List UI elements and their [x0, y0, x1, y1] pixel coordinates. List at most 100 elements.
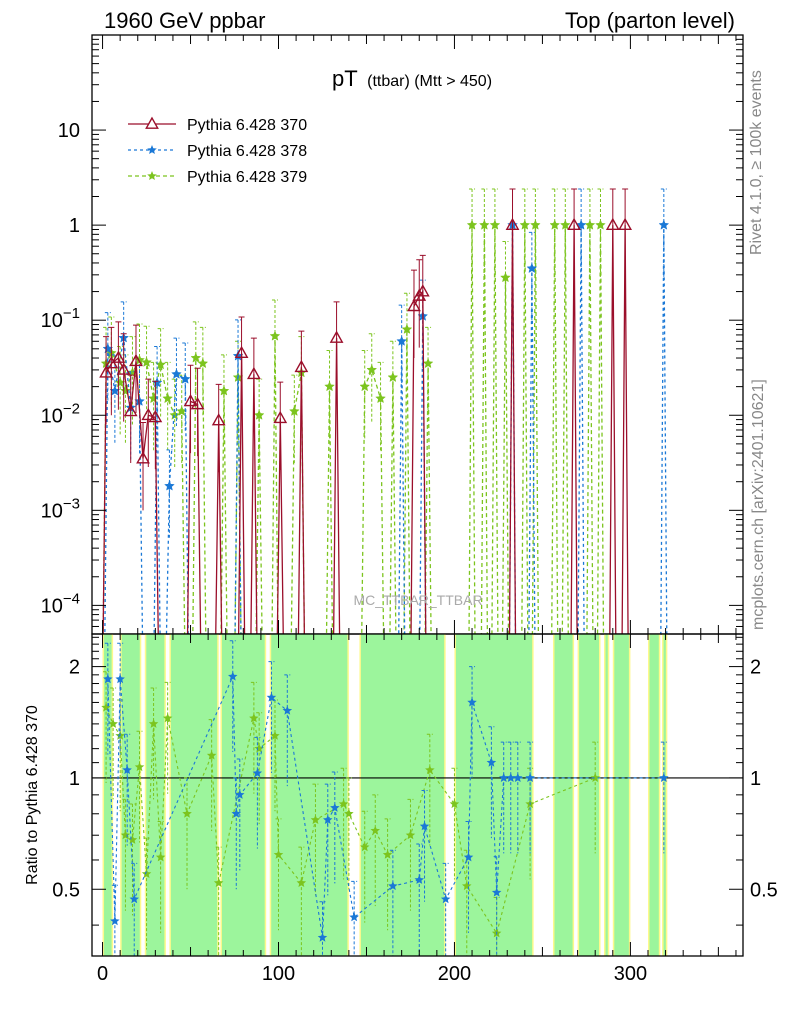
ratio-series-0-errorbar-6: [233, 777, 240, 890]
main-y-tick-label-0: 10−4: [41, 590, 80, 617]
legend-marker-2: [147, 171, 157, 180]
series-0-point-11: [211, 413, 226, 426]
ratio-series-1-point-10: [182, 808, 192, 818]
series-2-point-18: [288, 405, 300, 416]
ratio-series-0-point-6: [231, 808, 241, 818]
main-y-tick-label-4: 1: [69, 215, 80, 237]
ratio-series-1-errorbar-8: [157, 820, 164, 933]
series-0-errorbar-9: [187, 364, 194, 454]
ratio-series-1-errorbar-20: [345, 777, 352, 890]
ratio-series-0-point-10: [282, 705, 293, 715]
ratio-series-1-errorbar-30: [592, 741, 599, 854]
ratio-series-0-point-25: [513, 772, 523, 782]
series-2-errorbar-34: [562, 188, 569, 277]
ratio-series-1-point-8: [155, 852, 166, 862]
ratio-series-0-point-21: [486, 757, 497, 767]
series-0-errorbar-18: [416, 259, 423, 348]
series-2-point-6: [141, 356, 152, 367]
main-series-layer: [99, 188, 670, 634]
ratio-series-0-point-16: [414, 874, 424, 884]
series-2-errorbar-0: [103, 326, 110, 416]
ratio-series-0-point-11: [317, 932, 328, 942]
ratio-band-green-11: [614, 634, 629, 956]
series-2-errorbar-26: [425, 326, 432, 416]
legend-item-2: Pythia 6.428 379: [128, 169, 307, 186]
ratio-band-green-8: [554, 634, 573, 956]
series-2-errorbar-6: [143, 325, 150, 415]
ratio-series-0-errorbar-25: [514, 741, 521, 854]
series-0-point-14: [273, 410, 288, 424]
series-0-point-19: [415, 284, 430, 297]
series-1-point-13: [526, 262, 538, 274]
ratio-series-1-point-17: [296, 878, 307, 887]
series-2-errorbar-9: [164, 361, 171, 451]
ratio-series-0-point-19: [463, 852, 474, 862]
ratio-series-1-point-5: [134, 762, 145, 772]
ratio-series-1-point-13: [249, 713, 259, 723]
series-0-point-21: [567, 217, 581, 231]
series-0-errorbar-5: [132, 324, 139, 413]
ratio-series-1-point-26: [449, 799, 460, 809]
series-2-point-29: [489, 219, 501, 230]
ratio-series-1-point-4: [127, 834, 138, 844]
ratio-series-0-errorbar-3: [124, 733, 131, 846]
ratio-series-0-errorbar-26: [527, 741, 534, 854]
series-0-errorbar-21: [571, 188, 578, 277]
legend-label-1: Pythia 6.428 378: [187, 143, 307, 160]
ratio-series-1-errorbar-26: [451, 767, 458, 880]
main-y-tick-label-3: 10−1: [41, 305, 80, 332]
ratio-series-1-errorbar-19: [340, 767, 347, 880]
series-1-point-6: [164, 480, 175, 491]
ratio-series-0-errorbar-15: [389, 849, 396, 956]
series-2-point-30: [500, 272, 511, 283]
series-1-errorbar-10: [398, 304, 405, 394]
series-0-point-23: [618, 217, 633, 231]
legend-marker-1: [147, 145, 157, 154]
main-axes: 10−4 10−3 10−2 10−1 1 10: [41, 34, 744, 635]
series-2-errorbar-11: [178, 374, 185, 464]
series-1-errorbar-6: [166, 449, 173, 538]
ratio-series-1-errorbar-21: [361, 810, 368, 923]
legend-item-0: Pythia 6.428 370: [128, 116, 307, 134]
series-2-errorbar-10: [171, 378, 178, 467]
ratio-series-1-errorbar-25: [426, 733, 433, 846]
ratio-y-tick-label-right-1: 1: [750, 768, 761, 790]
series-2-point-20: [324, 380, 335, 392]
series-0-point-17: [407, 298, 421, 312]
ratio-series-1-point-15: [270, 730, 280, 740]
series-2-point-14: [218, 385, 230, 396]
legend-label-0: Pythia 6.428 370: [187, 117, 307, 134]
series-1-errorbar-9: [235, 319, 242, 408]
series-0-point-2: [111, 350, 126, 363]
main-title: pT (ttbar) (Mtt > 450): [332, 66, 492, 91]
ratio-series-0-errorbar-23: [500, 741, 507, 854]
ratio-series-0-point-24: [506, 772, 516, 782]
series-2-errorbar-21: [361, 349, 368, 439]
series-2-point-25: [401, 323, 413, 334]
series-2-errorbar-30: [502, 241, 509, 330]
ratio-series-0-point-3: [122, 765, 132, 775]
series-2-errorbar-22: [368, 333, 375, 422]
ratio-series-1-errorbar-16: [275, 818, 282, 931]
ratio-series-0-errorbar-16: [416, 843, 423, 956]
series-2-errorbar-28: [481, 188, 488, 277]
ratio-y-tick-label-right-2: 2: [750, 657, 761, 679]
series-2-errorbar-17: [271, 299, 278, 388]
ratio-series-0-errorbar-19: [465, 820, 472, 933]
ratio-series-0-point-12: [323, 814, 333, 824]
ratio-series-1-point-16: [273, 849, 284, 859]
rivet-version-label: Rivet 4.1.0, ≥ 100k events: [748, 70, 765, 255]
series-1-errorbar-15: [660, 188, 667, 277]
ratio-band-green-12: [649, 634, 659, 956]
x-tick-label-1: 100: [262, 963, 295, 985]
series-0-errorbar-23: [622, 188, 629, 277]
ratio-series-1-errorbar-4: [129, 803, 136, 916]
ratio-y-tick-label-left-2: 2: [69, 657, 80, 679]
ratio-series-1-errorbar-22: [372, 794, 379, 907]
main-y-tick-label-1: 10−3: [41, 495, 80, 522]
series-2-errorbar-32: [532, 188, 539, 277]
ratio-series-1-point-6: [141, 869, 152, 878]
series-2-errorbar-4: [129, 336, 136, 425]
series-1-point-15: [658, 219, 670, 230]
series-2-errorbar-29: [491, 188, 498, 277]
